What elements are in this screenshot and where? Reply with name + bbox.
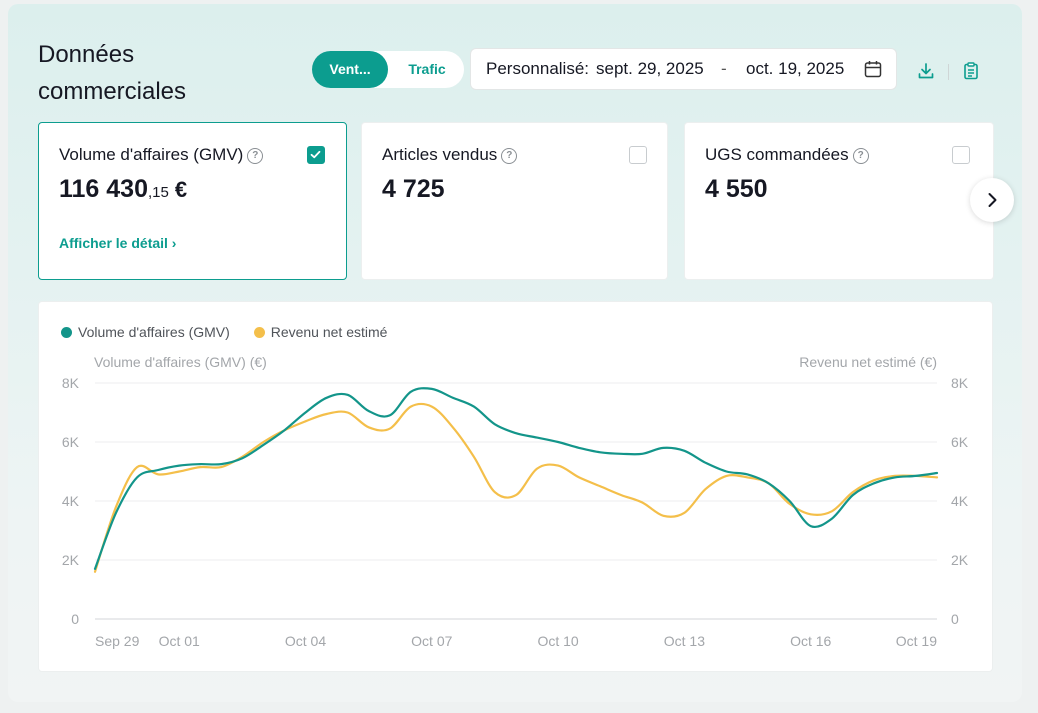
metric-title: UGS commandées?: [705, 145, 869, 165]
y-tick-left: 0: [71, 611, 79, 627]
toolbar-divider: [948, 64, 949, 80]
x-tick-label: Oct 01: [159, 633, 200, 649]
x-tick-label: Oct 04: [285, 633, 326, 649]
metric-title-text: Articles vendus: [382, 145, 498, 164]
y-tick-left: 2K: [62, 552, 80, 568]
page-title: Données commerciales: [38, 41, 187, 105]
metric-value: 116 430,15 €: [59, 175, 187, 204]
sales-data-panel: Données commerciales Vent... Trafic Pers…: [8, 4, 1022, 702]
metric-card-skus-ordered[interactable]: UGS commandées? 4 550: [684, 122, 994, 280]
metric-title: Articles vendus?: [382, 145, 518, 165]
right-axis-title: Revenu net estimé (€): [799, 354, 937, 370]
metric-value-decimal: ,15: [148, 184, 169, 201]
metric-value-integer: 116 430: [59, 175, 148, 203]
y-tick-right: 6K: [951, 434, 969, 450]
help-icon[interactable]: ?: [501, 148, 518, 164]
sales-chart: Volume d'affaires (GMV) Revenu net estim…: [38, 301, 993, 672]
x-tick-label: Oct 13: [664, 633, 705, 649]
legend-dot: [253, 327, 265, 338]
download-icon[interactable]: [916, 61, 936, 81]
series-line-revenue: [93, 402, 939, 573]
y-tick-right: 0: [951, 611, 959, 627]
y-tick-left: 8K: [62, 375, 80, 391]
metric-checkbox[interactable]: [307, 146, 325, 164]
chart-legend: Volume d'affaires (GMV) Revenu net estim…: [61, 324, 407, 340]
x-tick-label: Sep 29: [95, 633, 140, 649]
legend-item-gmv[interactable]: Volume d'affaires (GMV): [61, 324, 230, 340]
left-axis-title: Volume d'affaires (GMV) (€): [94, 354, 267, 370]
date-to: oct. 19, 2025: [746, 59, 845, 78]
legend-label: Revenu net estimé: [270, 324, 388, 340]
x-tick-label: Oct 16: [790, 633, 831, 649]
metric-title-text: UGS commandées: [705, 145, 849, 164]
tab-traffic[interactable]: Trafic: [408, 61, 446, 77]
help-icon[interactable]: ?: [247, 148, 264, 164]
date-range-picker[interactable]: Personnalisé: sept. 29, 2025 - oct. 19, …: [470, 48, 897, 90]
metric-card-gmv[interactable]: Volume d'affaires (GMV)? 116 430,15 € Aff…: [38, 122, 347, 280]
view-toggle: Vent... Trafic: [312, 51, 464, 88]
legend-item-revenue[interactable]: Revenu net estimé: [253, 324, 388, 340]
date-separator: -: [721, 59, 727, 78]
series-line-gmv: [93, 387, 939, 570]
y-tick-left: 6K: [62, 434, 80, 450]
x-tick-label: Oct 19: [896, 633, 937, 649]
currency-symbol: €: [174, 177, 188, 202]
help-icon[interactable]: ?: [852, 148, 869, 164]
metric-value: 4 725: [382, 175, 445, 203]
metric-title: Volume d'affaires (GMV)?: [59, 145, 264, 165]
legend-dot: [61, 327, 72, 338]
date-from: sept. 29, 2025: [596, 59, 704, 78]
y-tick-right: 4K: [951, 493, 969, 509]
show-detail-link[interactable]: Afficher le détail ›: [59, 235, 177, 251]
y-tick-right: 2K: [951, 552, 969, 568]
legend-label: Volume d'affaires (GMV): [78, 324, 230, 340]
chart-plot: 8K 8K 6K 6K 4K 4K 2K 2K 0 0 Sep 29 Oct 01 Oct 04 Oct …: [62, 375, 969, 649]
x-tick-label: Oct 07: [411, 633, 452, 649]
clipboard-icon[interactable]: [961, 61, 981, 81]
y-tick-left: 4K: [62, 493, 80, 509]
next-cards-button[interactable]: [970, 178, 1014, 222]
metric-checkbox[interactable]: [629, 146, 647, 164]
check-icon: [310, 150, 321, 159]
metric-card-items-sold[interactable]: Articles vendus? 4 725: [361, 122, 668, 280]
y-tick-right: 8K: [951, 375, 969, 391]
metric-title-text: Volume d'affaires (GMV): [59, 145, 244, 164]
metric-value: 4 550: [705, 175, 768, 203]
metric-checkbox[interactable]: [952, 146, 970, 164]
x-tick-label: Oct 10: [537, 633, 578, 649]
calendar-icon[interactable]: [864, 60, 882, 78]
tab-sales[interactable]: Vent...: [312, 51, 388, 88]
date-range-label: Personnalisé:: [486, 59, 590, 78]
chevron-right-icon: [988, 193, 997, 207]
